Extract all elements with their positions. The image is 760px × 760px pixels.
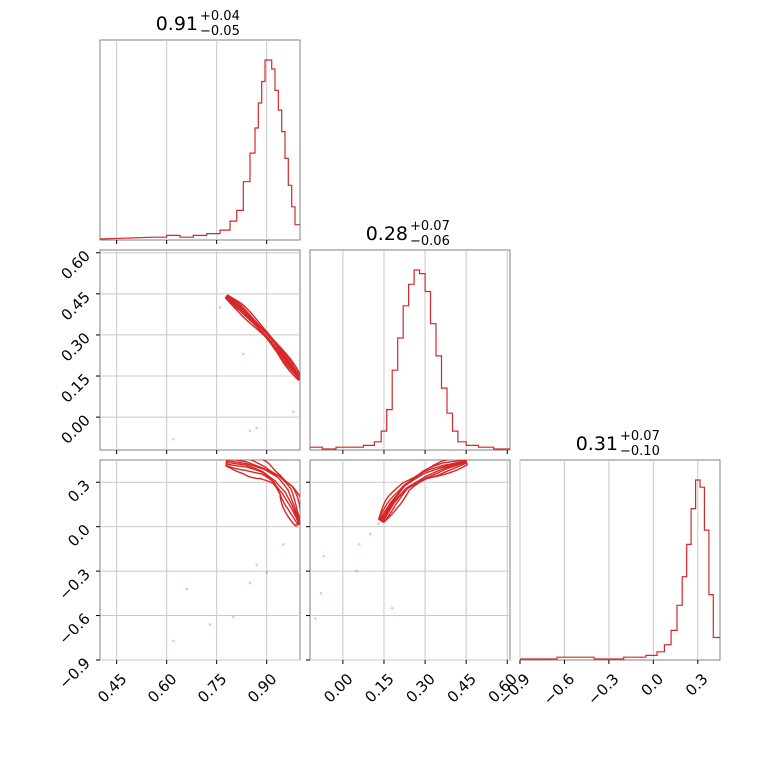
x-tick-label: 0.90 (244, 670, 280, 706)
scatter-point (390, 606, 394, 610)
title-param-2: 0.28 +0.07−0.06 (366, 219, 450, 249)
scatter-point (265, 571, 268, 574)
scatter-point (295, 525, 298, 528)
contour-p1-p2 (224, 294, 300, 381)
panel-3-3 (519, 459, 721, 661)
y-tick-label: 0.45 (57, 288, 93, 324)
contour-level (379, 460, 468, 523)
contour-p2-p3 (377, 460, 468, 524)
title-param-1: 0.91 +0.04−0.05 (156, 9, 240, 39)
x-tick-label: −0.9 (495, 670, 533, 708)
x-tick-label: 0.45 (444, 670, 480, 706)
scatter-point (319, 592, 323, 595)
panel-2-1 (99, 249, 301, 451)
scatter-point (358, 543, 361, 546)
scatter-point (232, 615, 235, 619)
contour-level (378, 460, 468, 524)
scatter-point (314, 617, 317, 620)
scatter-point (377, 522, 380, 526)
title-param-3: 0.31 +0.07−0.10 (576, 429, 660, 459)
contour-level (225, 295, 300, 380)
scatter-point (242, 352, 245, 356)
histogram-p2 (310, 269, 510, 450)
x-tick-label: 0.0 (637, 670, 667, 700)
contour-level (225, 460, 300, 527)
histogram-p3 (520, 479, 720, 660)
x-tick-label: 0.3 (682, 670, 712, 700)
y-tick-label: −0.3 (55, 565, 93, 603)
title-value: 0.31 (576, 433, 618, 455)
histogram-step (520, 479, 720, 660)
title-minus: −0.06 (410, 234, 450, 249)
scatter-p2-p3 (314, 510, 394, 620)
histogram-p1 (100, 59, 300, 240)
scatter-point (282, 543, 285, 546)
title-plus: +0.07 (620, 429, 660, 444)
scatter-point (322, 554, 325, 558)
x-tick-label: −0.3 (584, 670, 622, 708)
title-minus: −0.10 (620, 444, 660, 459)
contour-level (225, 460, 300, 526)
scatter-point (248, 429, 252, 433)
panel-1-1 (99, 39, 301, 241)
histogram-step (310, 269, 510, 450)
x-tick-label: 0.00 (320, 670, 356, 706)
panel-2-2 (309, 249, 511, 451)
scatter-point (368, 532, 372, 536)
scatter-point (255, 563, 258, 567)
histogram-step (100, 59, 300, 240)
title-minus: −0.05 (200, 24, 240, 39)
x-tick-label: 0.15 (361, 670, 397, 706)
contour-level (377, 460, 468, 524)
x-tick-label: 0.75 (194, 670, 230, 706)
y-tick-label: −0.9 (55, 654, 93, 692)
scatter-point (255, 426, 258, 430)
x-tick-label: 0.60 (144, 670, 180, 706)
contour-level (224, 294, 300, 381)
title-plus: +0.07 (410, 219, 450, 234)
scatter-point (292, 410, 295, 413)
x-tick-label: −0.6 (540, 670, 578, 708)
scatter-point (185, 587, 188, 591)
y-tick-label: 0.15 (57, 370, 93, 406)
y-tick-label: 0.60 (57, 247, 93, 283)
scatter-point (208, 623, 212, 626)
scatter-point (172, 639, 175, 643)
y-tick-label: 0.0 (64, 521, 94, 551)
x-tick-label: 0.30 (402, 670, 438, 706)
title-value: 0.91 (156, 13, 198, 35)
scatter-point (172, 437, 175, 441)
title-plus: +0.04 (200, 9, 240, 24)
scatter-point (355, 569, 358, 573)
y-tick-label: 0.00 (57, 411, 93, 447)
scatter-point (248, 581, 252, 585)
x-tick-label: 0.45 (94, 670, 130, 706)
y-tick-label: 0.3 (64, 476, 94, 506)
panel-3-1 (99, 459, 301, 661)
contour-p1-p3 (225, 460, 300, 527)
contour-level (225, 460, 300, 525)
y-tick-label: 0.30 (57, 329, 93, 365)
title-value: 0.28 (366, 223, 408, 245)
scatter-point (218, 306, 222, 309)
y-tick-label: −0.6 (55, 610, 93, 648)
